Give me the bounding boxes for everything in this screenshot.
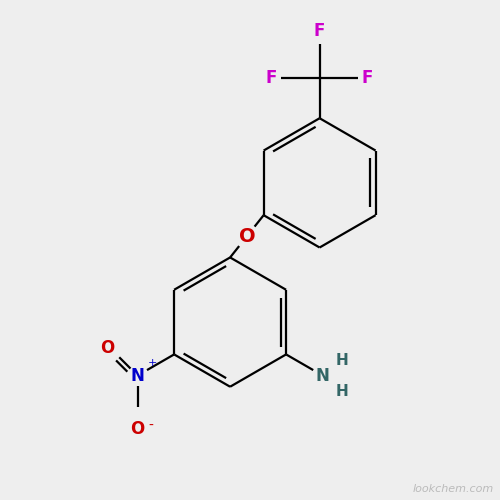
Text: H: H (335, 353, 348, 368)
Text: F: F (266, 70, 278, 87)
Text: O: O (130, 420, 144, 438)
Text: O: O (100, 338, 114, 356)
Text: F: F (314, 22, 326, 40)
Text: O: O (238, 227, 255, 246)
Text: +: + (148, 358, 157, 368)
Text: -: - (148, 419, 154, 433)
Text: F: F (362, 70, 374, 87)
Text: lookchem.com: lookchem.com (412, 484, 494, 494)
Text: N: N (130, 366, 144, 384)
Text: N: N (316, 366, 330, 384)
Text: H: H (335, 384, 348, 399)
